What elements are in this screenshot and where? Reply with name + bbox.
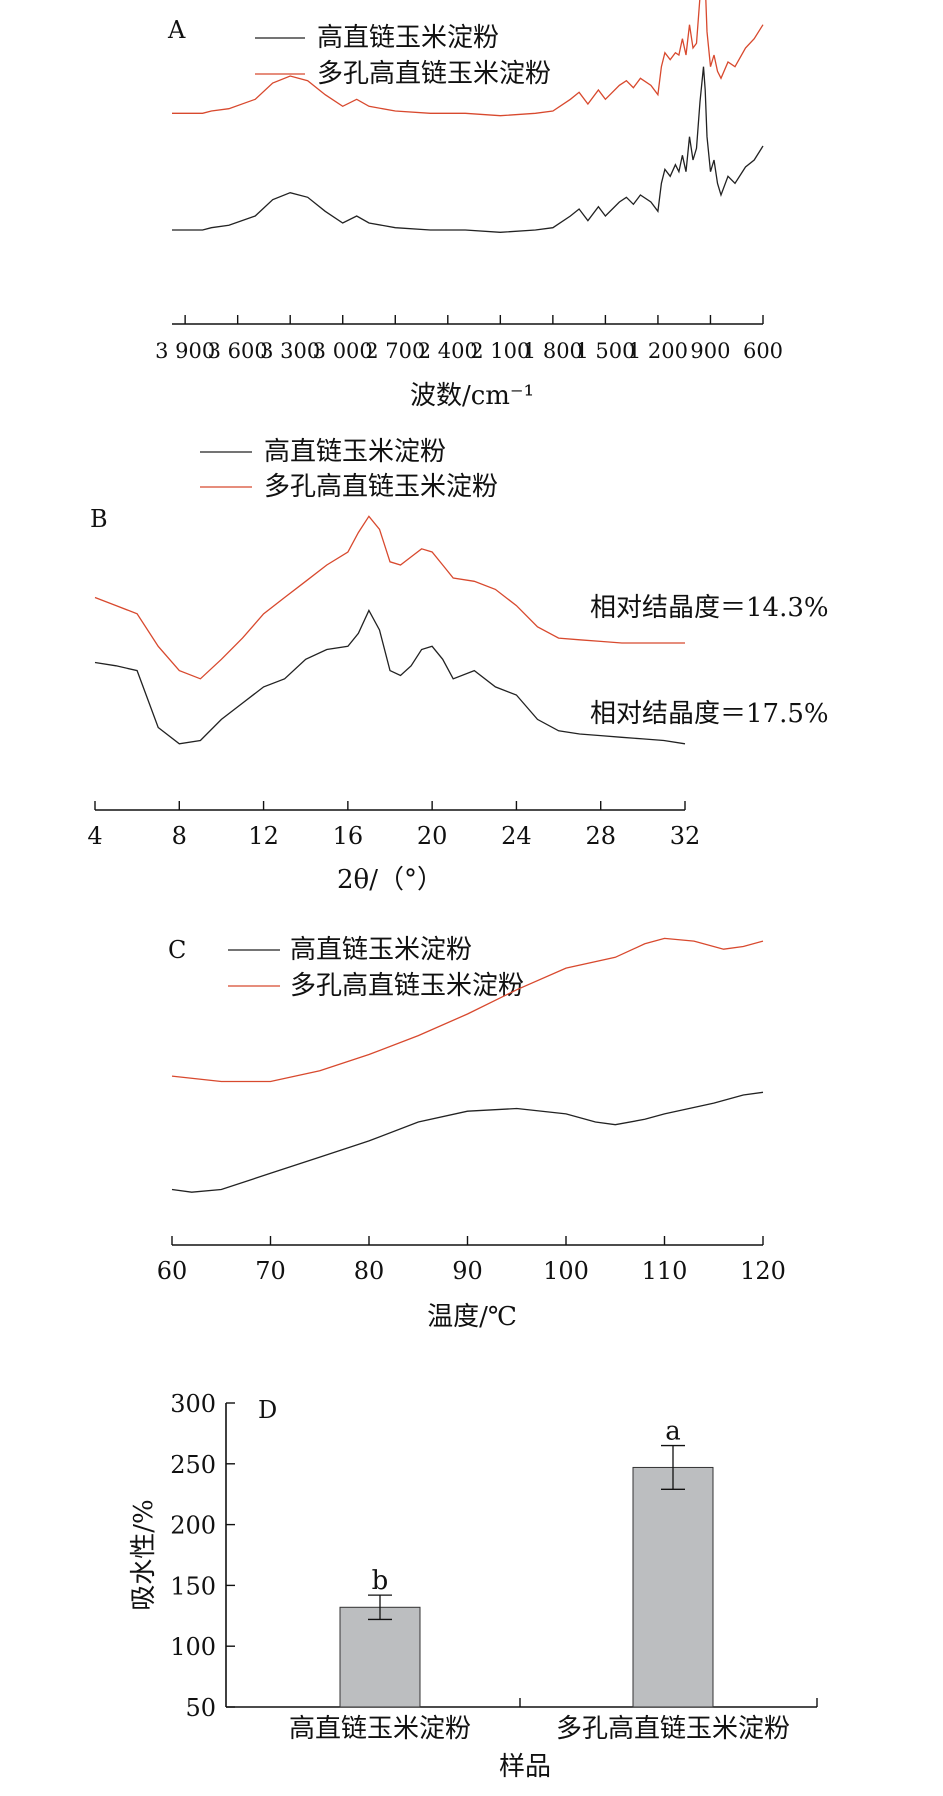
panel-a-x-tick-label: 1 200	[628, 339, 688, 363]
panel-b-x-tick-label: 8	[172, 822, 187, 850]
panel-b: 高直链玉米淀粉 多孔高直链玉米淀粉 B 相对结晶度＝14.3% 相对结晶度＝17…	[87, 437, 828, 895]
panel-a-series-black	[172, 66, 764, 233]
panel-a-x-tick-label: 3 600	[208, 339, 268, 363]
panel-d-category-label-2: 多孔高直链玉米淀粉	[556, 1714, 790, 1744]
panel-c-x-tick-label: 70	[255, 1257, 286, 1285]
panel-c-x-tick-label: 90	[452, 1257, 483, 1285]
panel-c-x-tick-label: 100	[543, 1257, 589, 1285]
panel-d-y-tick-label: 100	[170, 1633, 216, 1661]
panel-b-x-tick-label: 16	[333, 822, 364, 850]
panel-a-letter: A	[167, 16, 186, 44]
panel-d-y-tick-label: 50	[185, 1694, 216, 1722]
panel-a-x-tick-label: 900	[690, 339, 730, 363]
panel-d-x-label: 样品	[499, 1752, 551, 1782]
panel-b-series-red	[94, 515, 685, 680]
panel-a-x-tick-label: 2 100	[470, 339, 530, 363]
panel-b-series-black	[94, 609, 686, 745]
panel-d-bar-1	[339, 1606, 421, 1708]
panel-d-y-tick-label: 150	[170, 1572, 216, 1600]
panel-b-annotation-red: 相对结晶度＝14.3%	[590, 593, 829, 623]
panel-a-x-tick-label: 3 300	[260, 339, 320, 363]
panel-d-y-label: 吸水性/%	[129, 1499, 159, 1610]
panel-d-significance-letter-1: b	[372, 1566, 389, 1596]
panel-b-x-tick-label: 24	[501, 822, 532, 850]
panel-a-legend-label-red: 多孔高直链玉米淀粉	[317, 59, 551, 89]
panel-b-x-tick-label: 4	[87, 822, 102, 850]
panel-b-x-tick-label: 32	[670, 822, 701, 850]
panel-d-y-tick-label: 200	[170, 1512, 216, 1540]
panel-a-x-tick-label: 600	[743, 339, 783, 363]
panel-d-significance-letter-2: a	[665, 1417, 681, 1447]
panel-b-letter: B	[90, 505, 108, 533]
panel-b-legend-label-black: 高直链玉米淀粉	[264, 437, 446, 467]
panel-c-letter: C	[168, 936, 186, 964]
panel-c-ticks: 60 70 80 90 100 110 120	[157, 1236, 786, 1285]
panel-d-y-tick-label: 300	[170, 1390, 216, 1418]
panel-c-x-tick-label: 80	[354, 1257, 385, 1285]
panel-d-category-label-1: 高直链玉米淀粉	[289, 1714, 471, 1744]
panel-b-x-tick-label: 28	[585, 822, 616, 850]
panel-d-bars: ba	[339, 1417, 714, 1708]
panel-d-y-ticks: 50 100 150 200 250 300	[170, 1390, 235, 1722]
panel-c-series-red	[171, 937, 764, 1083]
panel-c-legend-label-black: 高直链玉米淀粉	[290, 935, 472, 965]
panel-a-series-red	[172, 0, 764, 117]
panel-a-x-tick-label: 2 400	[418, 339, 478, 363]
panel-b-ticks: 4 8 12 16 20 24 28 32	[87, 801, 700, 850]
panel-a-x-label: 波数/cm⁻¹	[410, 381, 534, 411]
panel-b-legend-label-red: 多孔高直链玉米淀粉	[264, 472, 498, 502]
panel-a-x-tick-label: 1 500	[575, 339, 635, 363]
panel-c-x-label: 温度/℃	[427, 1302, 517, 1332]
panel-c: C 高直链玉米淀粉 多孔高直链玉米淀粉 60 70 80 90 100 110 120 温度…	[157, 935, 786, 1332]
panel-b-annotation-black: 相对结晶度＝17.5%	[590, 699, 829, 729]
panel-d-bar-2	[632, 1466, 714, 1708]
panel-d-letter: D	[258, 1396, 277, 1424]
panel-b-x-label: 2θ/（°）	[337, 865, 443, 895]
panel-a-x-tick-label: 1 800	[523, 339, 583, 363]
panel-a-legend-label-black: 高直链玉米淀粉	[317, 23, 499, 53]
panel-a-x-tick-label: 3 900	[155, 339, 215, 363]
panel-c-series-black	[171, 1091, 764, 1193]
panel-c-x-tick-label: 110	[642, 1257, 688, 1285]
panel-b-x-tick-label: 20	[417, 822, 448, 850]
panel-c-x-tick-label: 60	[157, 1257, 188, 1285]
panel-a-x-tick-label: 2 700	[365, 339, 425, 363]
panel-c-legend-label-red: 多孔高直链玉米淀粉	[290, 971, 524, 1001]
panel-b-x-tick-label: 12	[248, 822, 279, 850]
panel-c-x-tick-label: 120	[740, 1257, 786, 1285]
panel-d-y-tick-label: 250	[170, 1451, 216, 1479]
panel-a-x-tick-label: 3 000	[313, 339, 373, 363]
